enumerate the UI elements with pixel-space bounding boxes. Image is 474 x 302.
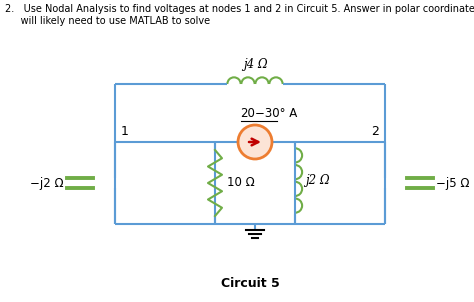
Text: j2 Ω: j2 Ω: [305, 174, 329, 187]
Text: 2.   Use Nodal Analysis to find voltages at nodes 1 and 2 in Circuit 5. Answer i: 2. Use Nodal Analysis to find voltages a…: [5, 4, 474, 14]
Text: 2: 2: [371, 125, 379, 138]
Text: −30° A: −30° A: [255, 107, 297, 120]
Text: 20: 20: [240, 107, 255, 120]
Circle shape: [238, 125, 272, 159]
Text: 1: 1: [121, 125, 129, 138]
Text: will likely need to use MATLAB to solve: will likely need to use MATLAB to solve: [5, 16, 210, 26]
Text: −j2 Ω: −j2 Ω: [30, 176, 64, 189]
Text: −j5 Ω: −j5 Ω: [436, 176, 470, 189]
Text: j4 Ω: j4 Ω: [243, 58, 267, 71]
Text: 10 Ω: 10 Ω: [227, 176, 255, 189]
Text: Circuit 5: Circuit 5: [220, 277, 279, 290]
